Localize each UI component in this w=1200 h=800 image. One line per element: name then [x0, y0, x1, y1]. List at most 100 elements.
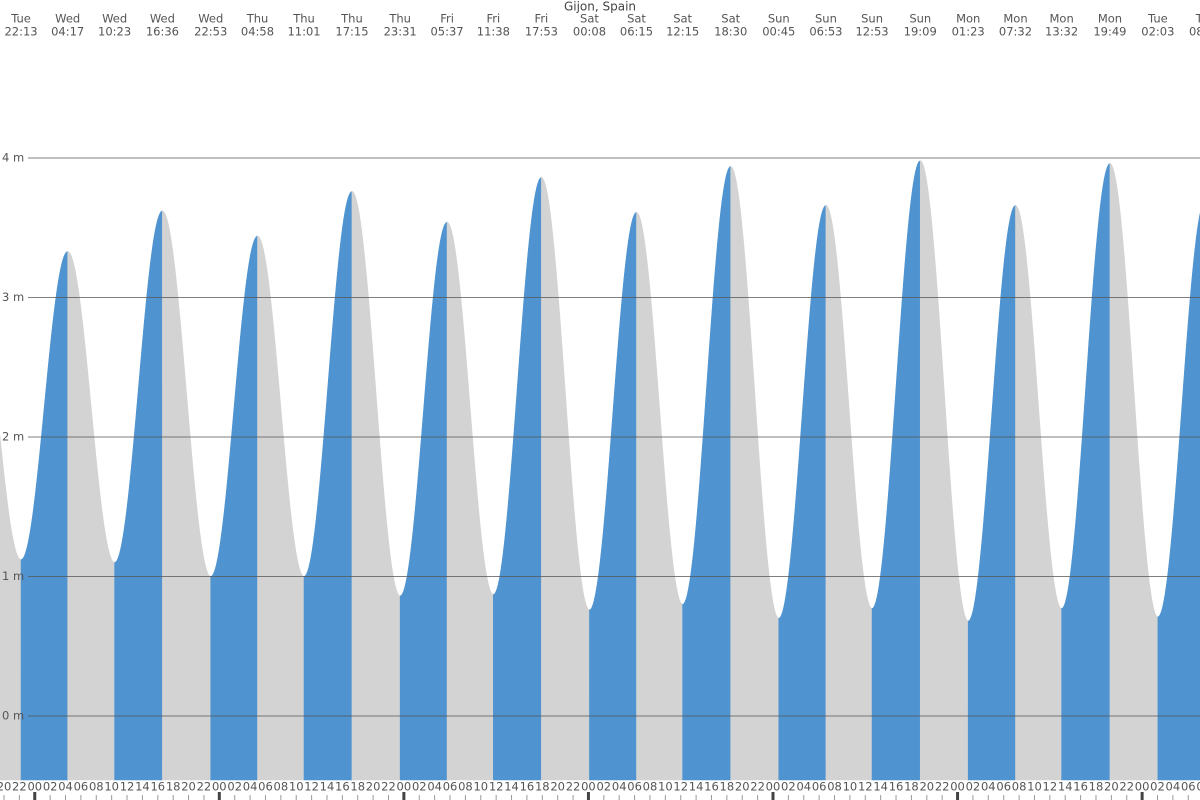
hour-tick-label: 18: [1089, 780, 1104, 794]
tide-segment: [114, 210, 163, 781]
hour-tick-label: 02: [412, 780, 427, 794]
hour-tick-label: 10: [473, 780, 488, 794]
hour-tick-label: 18: [166, 780, 181, 794]
hour-tick-label: 16: [150, 780, 165, 794]
hour-tick-label: 06: [443, 780, 458, 794]
extreme-day: Sun: [861, 12, 883, 26]
hour-tick-label: 04: [981, 780, 996, 794]
extreme-time: 04:58: [241, 25, 274, 39]
extreme-time: 02:03: [1141, 25, 1174, 39]
hour-tick-label: 12: [673, 780, 688, 794]
extreme-day: Sun: [909, 12, 931, 26]
extreme-day: Sun: [768, 12, 790, 26]
extreme-time: 06:53: [809, 25, 842, 39]
hour-tick-label: 08: [458, 780, 473, 794]
extreme-day: Mon: [1098, 12, 1122, 26]
hour-tick-label: 20: [0, 780, 11, 794]
hour-tick-label: 12: [304, 780, 319, 794]
tide-segment: [589, 211, 637, 781]
hour-tick-label: 06: [996, 780, 1011, 794]
extreme-day: Fri: [535, 12, 549, 26]
hour-tick-label: 00: [950, 780, 965, 794]
extreme-day: Tue: [10, 12, 31, 26]
hour-tick-label: 02: [596, 780, 611, 794]
extreme-time: 04:17: [51, 25, 84, 39]
extreme-day: Sat: [580, 12, 599, 26]
labels: Tue16:05Tue22:13Wed04:17Wed10:23Wed16:36…: [0, 12, 1200, 800]
hour-tick-label: 18: [904, 780, 919, 794]
tide-segment: [1061, 163, 1111, 781]
extreme-time: 07:32: [999, 25, 1032, 39]
extreme-time: 22:13: [4, 25, 37, 39]
hour-tick-label: 08: [643, 780, 658, 794]
extreme-day: Thu: [388, 12, 411, 26]
tide-segment: [541, 177, 590, 781]
hour-tick-label: 08: [274, 780, 289, 794]
tide-segment: [67, 251, 115, 781]
extreme-time: 00:08: [573, 25, 606, 39]
hour-tick-label: 16: [335, 780, 350, 794]
tide-segment: [162, 210, 212, 781]
extreme-day: Sat: [627, 12, 646, 26]
tide-areas: [0, 160, 1200, 781]
tide-segment: [210, 235, 258, 781]
tide-segment: [730, 165, 780, 781]
extreme-time: 11:38: [477, 25, 510, 39]
tide-segment: [825, 204, 873, 781]
hour-tick-label: 06: [1181, 780, 1196, 794]
hour-tick-label: 06: [627, 780, 642, 794]
extreme-day: Fri: [486, 12, 500, 26]
extreme-day: Mon: [1003, 12, 1027, 26]
extreme-day: Sat: [673, 12, 692, 26]
hour-tick-label: 10: [289, 780, 304, 794]
hour-tick-label: 14: [320, 780, 335, 794]
hour-tick-label: 08: [1012, 780, 1027, 794]
extreme-day: Thu: [340, 12, 363, 26]
tide-segment: [257, 235, 305, 781]
tide-segment: [399, 221, 448, 781]
hour-tick-label: 10: [843, 780, 858, 794]
tide-segment: [303, 190, 353, 781]
hour-tick-label: 20: [181, 780, 196, 794]
hour-tick-label: 14: [135, 780, 150, 794]
hour-tick-label: 06: [258, 780, 273, 794]
hour-tick-label: 06: [812, 780, 827, 794]
hour-tick-label: 18: [720, 780, 735, 794]
tide-segment: [1015, 204, 1062, 781]
extreme-time: 16:36: [146, 25, 179, 39]
extreme-day: Tue: [1147, 12, 1168, 26]
hour-tick-label: 20: [366, 780, 381, 794]
extreme-time: 00:45: [762, 25, 795, 39]
tide-segment: [682, 165, 732, 781]
extreme-time: 05:37: [430, 25, 463, 39]
hour-tick-label: 22: [935, 780, 950, 794]
hour-tick-label: 08: [1196, 780, 1200, 794]
extreme-time: 17:53: [525, 25, 558, 39]
extreme-time: 13:32: [1045, 25, 1078, 39]
hour-tick-label: 04: [58, 780, 73, 794]
hour-tick-label: 00: [1135, 780, 1150, 794]
hour-tick-label: 00: [212, 780, 227, 794]
hour-tick-label: 14: [873, 780, 888, 794]
hour-tick-label: 20: [735, 780, 750, 794]
hour-tick-label: 00: [766, 780, 781, 794]
tide-segment: [636, 211, 683, 781]
tide-segment: [967, 204, 1016, 781]
extreme-day: Thu: [246, 12, 269, 26]
extreme-day: Mon: [1050, 12, 1074, 26]
hour-tick-label: 20: [1104, 780, 1119, 794]
tide-segment: [1109, 163, 1159, 781]
hour-tick-label: 00: [581, 780, 596, 794]
extreme-time: 10:23: [98, 25, 131, 39]
hour-tick-label: 04: [243, 780, 258, 794]
extreme-time: 23:31: [384, 25, 417, 39]
hour-tick-label: 20: [550, 780, 565, 794]
chart-title: Gijon, Spain: [564, 0, 636, 14]
extreme-day: Thu: [292, 12, 315, 26]
hour-tick-label: 02: [781, 780, 796, 794]
hour-tick-label: 00: [397, 780, 412, 794]
tide-segment: [0, 433, 22, 781]
hour-tick-label: 06: [74, 780, 89, 794]
hour-tick-label: 22: [381, 780, 396, 794]
hour-tick-label: 14: [504, 780, 519, 794]
